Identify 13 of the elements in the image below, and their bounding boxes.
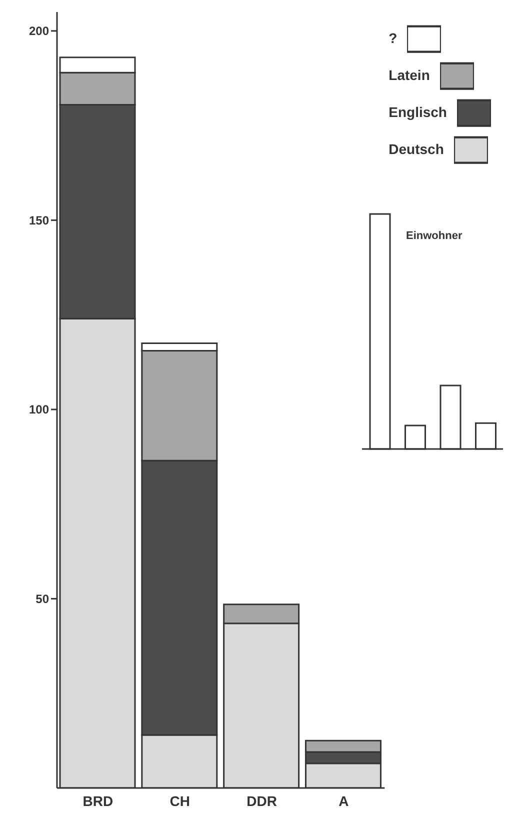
- text: Einwohner: [406, 230, 462, 242]
- x-tick-label: DDR: [246, 792, 277, 809]
- legend-label: Englisch: [388, 104, 447, 120]
- x-tick-label: CH: [170, 792, 190, 809]
- y-tick-label: 200: [28, 24, 50, 38]
- y-tick-label: 50: [36, 592, 50, 606]
- y-tick-label: 150: [28, 213, 50, 228]
- legend-label: Latein: [388, 67, 430, 83]
- legend-label: Deutsch: [388, 141, 444, 157]
- x-tick-label: A: [338, 792, 349, 809]
- y-tick-label: 100: [28, 402, 50, 417]
- legend-label: ?: [388, 30, 398, 46]
- x-tick-label: BRD: [82, 792, 114, 809]
